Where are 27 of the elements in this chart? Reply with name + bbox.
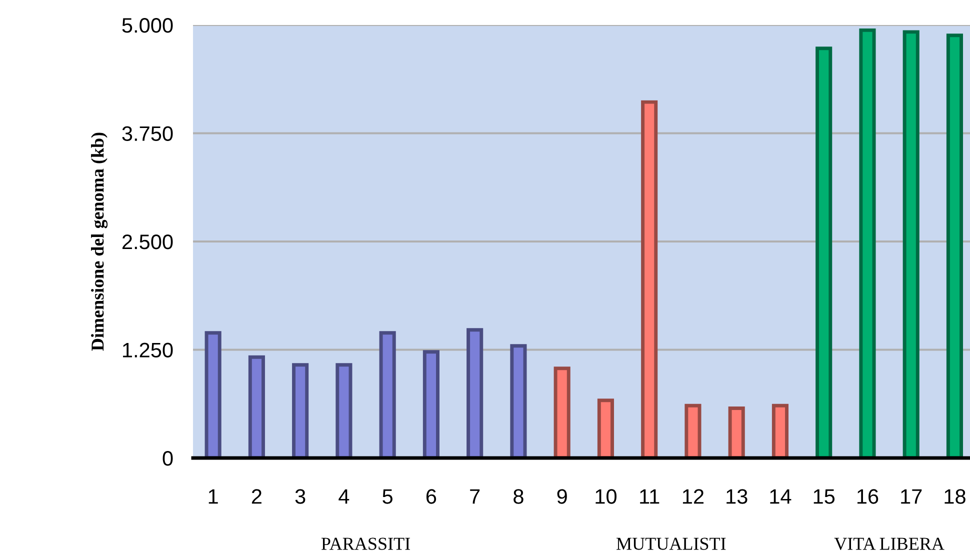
y-tick-label: 2.500: [122, 234, 173, 250]
y-axis-title: Dimensione del genoma (kb): [91, 132, 108, 351]
text: MUTUALISTI: [616, 538, 726, 550]
x-tick-label: 10: [596, 489, 616, 504]
y-tick-label: 0: [162, 451, 173, 466]
x-tick-label: 1: [208, 489, 218, 504]
x-tick-label: 2: [252, 489, 262, 504]
x-tick-label: 3: [295, 489, 306, 504]
x-tick-label: 14: [770, 489, 792, 504]
y-tick-label: 5.000: [122, 18, 173, 33]
x-tick-label: 12: [682, 489, 704, 504]
text: PARASSITI: [321, 538, 410, 550]
x-tick-label: 7: [470, 489, 480, 504]
y-tick-label: 1.250: [123, 342, 173, 358]
x-tick-label: 6: [426, 489, 436, 504]
x-tick-label: 4: [338, 489, 350, 504]
x-tick-label: 8: [514, 489, 524, 504]
x-tick-label: 13: [726, 489, 748, 504]
x-tick-label: 9: [557, 489, 567, 504]
x-tick-label: 17: [901, 489, 922, 504]
x-tick-label: 15: [814, 489, 835, 504]
x-tick-label: 16: [857, 489, 878, 504]
x-tick-label: 18: [944, 489, 966, 504]
text: VITA LIBERA: [834, 538, 944, 550]
x-tick-label: 11: [640, 489, 660, 504]
x-tick-label: 5: [382, 489, 392, 504]
y-tick-label: 3.750: [122, 126, 173, 142]
